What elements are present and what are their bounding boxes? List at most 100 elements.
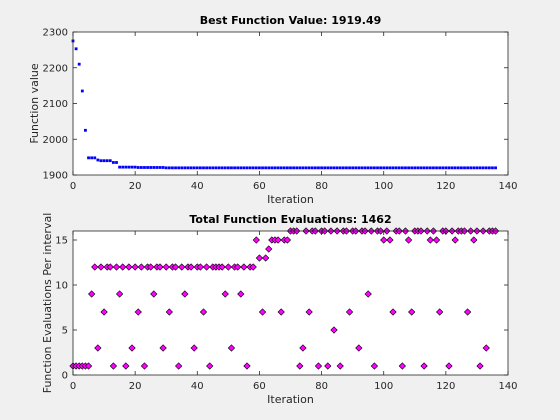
data-point — [422, 166, 426, 170]
data-point — [341, 166, 345, 170]
data-point — [171, 166, 174, 170]
data-point — [243, 362, 251, 370]
data-point — [398, 362, 406, 370]
data-point — [94, 344, 102, 352]
data-point — [134, 308, 142, 316]
data-point — [149, 166, 153, 169]
data-point — [218, 263, 226, 271]
data-point — [84, 128, 87, 132]
data-point — [152, 166, 156, 169]
data-point — [77, 62, 81, 66]
data-point — [408, 308, 416, 316]
data-point — [307, 166, 311, 170]
data-point — [159, 344, 167, 352]
data-point — [227, 344, 236, 352]
data-point — [364, 290, 372, 298]
x-tick-label: 0 — [70, 181, 76, 192]
y-axis-label: Function Evaluations Per interval — [41, 213, 54, 394]
data-point — [380, 236, 388, 244]
data-point — [345, 166, 348, 170]
data-point — [158, 166, 162, 169]
data-point — [459, 166, 463, 170]
data-point — [136, 166, 140, 169]
data-point — [165, 308, 173, 316]
data-point — [112, 263, 121, 271]
data-point — [121, 165, 125, 169]
data-point — [139, 166, 143, 169]
axes-1: 0 20 40 60 80 100 120 140 1900 2000 2100 2200 2300 Be… — [28, 14, 518, 206]
data-point — [127, 165, 131, 169]
data-point — [84, 362, 93, 370]
data-point — [450, 166, 454, 170]
data-point — [394, 166, 398, 170]
x-tick-label: 140 — [498, 381, 517, 392]
data-point — [177, 166, 181, 170]
data-point — [305, 308, 313, 316]
data-point — [299, 344, 307, 352]
data-point — [239, 166, 243, 170]
data-point — [273, 166, 277, 170]
data-point — [435, 166, 438, 170]
data-point — [202, 263, 211, 271]
data-point — [155, 166, 159, 169]
data-point — [416, 166, 420, 170]
data-point — [230, 166, 233, 170]
data-point — [289, 166, 292, 170]
data-point — [105, 159, 109, 163]
data-point — [292, 166, 296, 170]
data-point — [355, 344, 363, 352]
y-tick-label: 2100 — [43, 99, 68, 110]
data-point — [441, 166, 445, 170]
data-point — [265, 245, 273, 253]
data-point — [252, 236, 260, 244]
data-point — [283, 236, 292, 244]
data-point — [236, 166, 240, 170]
plot-area — [73, 231, 508, 375]
data-point — [174, 166, 177, 170]
data-point — [90, 156, 94, 160]
data-point — [128, 344, 136, 352]
data-points — [71, 39, 497, 170]
data-point — [482, 344, 490, 352]
data-point — [99, 159, 103, 163]
data-point — [317, 166, 320, 170]
data-point — [242, 166, 246, 170]
data-point — [147, 263, 155, 271]
data-point — [198, 166, 202, 170]
data-point — [432, 236, 441, 244]
data-point — [264, 166, 268, 170]
data-point — [261, 166, 264, 170]
y-tick-label: 2200 — [43, 63, 68, 74]
data-point — [74, 47, 78, 51]
data-point — [220, 166, 224, 170]
data-point — [472, 166, 476, 170]
data-point — [240, 263, 248, 271]
x-axis-label: Iteration — [267, 193, 314, 206]
data-point — [150, 290, 158, 298]
data-point — [420, 362, 428, 370]
x-tick-label: 80 — [315, 181, 328, 192]
data-point — [388, 166, 392, 170]
x-tick-label: 0 — [70, 381, 76, 392]
data-point — [481, 166, 485, 170]
data-point — [118, 165, 122, 169]
data-point — [175, 362, 183, 370]
data-point — [445, 362, 453, 370]
data-point — [214, 166, 218, 170]
data-point — [282, 166, 286, 170]
data-point — [202, 166, 205, 170]
data-point — [178, 263, 186, 271]
data-point — [211, 166, 215, 170]
data-point — [385, 166, 389, 170]
data-point — [351, 166, 355, 170]
data-point — [87, 156, 90, 160]
y-tick-label: 15 — [55, 236, 68, 247]
data-point — [189, 166, 193, 170]
data-point — [119, 263, 127, 271]
data-point — [205, 166, 209, 170]
data-point — [298, 166, 302, 170]
data-point — [97, 263, 105, 271]
data-point — [133, 165, 137, 169]
data-point — [372, 166, 376, 170]
